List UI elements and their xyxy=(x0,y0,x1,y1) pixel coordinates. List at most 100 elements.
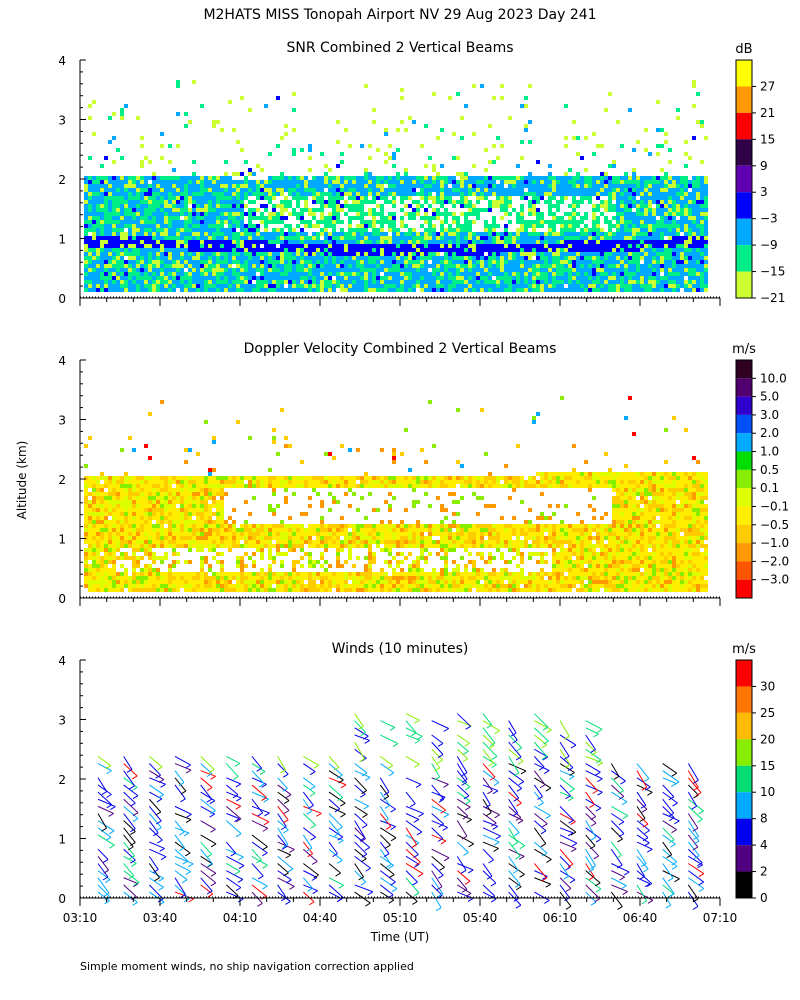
snr-cell xyxy=(380,216,384,220)
snr-cell xyxy=(464,224,468,228)
snr-cell xyxy=(436,212,440,216)
snr-cell xyxy=(168,236,172,240)
snr-cell xyxy=(228,100,232,104)
snr-cell xyxy=(652,240,656,244)
snr-cell xyxy=(272,240,276,244)
snr-cell xyxy=(180,188,184,192)
snr-cell xyxy=(232,256,236,260)
snr-cell xyxy=(648,280,652,284)
snr-cell xyxy=(84,180,88,184)
snr-cell xyxy=(104,256,108,260)
snr-cell xyxy=(164,228,168,232)
snr-cell xyxy=(704,268,708,272)
snr-cell xyxy=(200,224,204,228)
snr-cell xyxy=(232,200,236,204)
snr-cell xyxy=(268,284,272,288)
snr-cell xyxy=(168,196,172,200)
snr-cell xyxy=(240,284,244,288)
snr-cell xyxy=(168,244,172,248)
snr-cell xyxy=(144,216,148,220)
snr-cell xyxy=(304,240,308,244)
snr-cell xyxy=(684,240,688,244)
doppler-cell xyxy=(84,492,88,496)
snr-cell xyxy=(112,180,116,184)
snr-cell xyxy=(448,96,452,100)
doppler-cell xyxy=(108,492,112,496)
snr-cell xyxy=(632,192,636,196)
snr-cell xyxy=(480,248,484,252)
snr-cell xyxy=(108,212,112,216)
snr-cell xyxy=(392,204,396,208)
snr-cell xyxy=(560,184,564,188)
snr-cell xyxy=(604,200,608,204)
snr-cell xyxy=(120,196,124,200)
snr-cell xyxy=(248,180,252,184)
snr-cell xyxy=(492,180,496,184)
snr-cell xyxy=(96,208,100,212)
snr-cell xyxy=(240,212,244,216)
snr-cell xyxy=(196,204,200,208)
snr-cell xyxy=(648,272,652,276)
snr-cell xyxy=(592,244,596,248)
snr-cell xyxy=(280,212,284,216)
snr-cell xyxy=(548,204,552,208)
snr-cell xyxy=(648,188,652,192)
snr-cell xyxy=(296,264,300,268)
snr-cell xyxy=(404,288,408,292)
snr-cell xyxy=(152,276,156,280)
snr-cell xyxy=(496,204,500,208)
snr-cell xyxy=(392,248,396,252)
snr-cell xyxy=(688,256,692,260)
doppler-cell xyxy=(152,576,156,580)
snr-cell xyxy=(544,248,548,252)
snr-cell xyxy=(420,272,424,276)
doppler-cell xyxy=(144,568,148,572)
snr-cell xyxy=(84,268,88,272)
snr-cell xyxy=(340,236,344,240)
snr-cell xyxy=(212,272,216,276)
snr-cell xyxy=(548,200,552,204)
snr-cell xyxy=(660,212,664,216)
snr-cell xyxy=(508,264,512,268)
doppler-cell xyxy=(116,488,120,492)
snr-cell xyxy=(164,244,168,248)
snr-cell xyxy=(608,196,612,200)
snr-cell xyxy=(112,268,116,272)
snr-cell xyxy=(684,188,688,192)
snr-cell xyxy=(644,180,648,184)
snr-cell xyxy=(152,252,156,256)
doppler-cell xyxy=(116,576,120,580)
snr-cell xyxy=(680,260,684,264)
snr-cell xyxy=(252,260,256,264)
snr-cell xyxy=(132,264,136,268)
snr-cell xyxy=(264,248,268,252)
doppler-cell xyxy=(156,524,160,528)
snr-cell xyxy=(312,244,316,248)
snr-cell xyxy=(548,240,552,244)
doppler-cell xyxy=(84,444,88,448)
snr-cell xyxy=(624,224,628,228)
snr-cell xyxy=(644,248,648,252)
snr-cell xyxy=(696,204,700,208)
snr-cell xyxy=(268,232,272,236)
snr-cell xyxy=(300,184,304,188)
doppler-cell xyxy=(100,496,104,500)
snr-cell xyxy=(536,272,540,276)
snr-cell xyxy=(576,204,580,208)
snr-cell xyxy=(640,236,644,240)
figure-title: M2HATS MISS Tonopah Airport NV 29 Aug 20… xyxy=(203,7,596,23)
snr-cell xyxy=(640,256,644,260)
snr-cell xyxy=(236,212,240,216)
snr-cell xyxy=(428,280,432,284)
snr-cell xyxy=(236,264,240,268)
snr-cell xyxy=(688,232,692,236)
snr-cell xyxy=(156,256,160,260)
snr-cell xyxy=(472,260,476,264)
snr-cell xyxy=(360,180,364,184)
snr-cell xyxy=(700,208,704,212)
snr-cell xyxy=(200,180,204,184)
snr-cell xyxy=(556,176,560,180)
snr-cell xyxy=(268,196,272,200)
snr-cell xyxy=(120,212,124,216)
snr-cell xyxy=(216,192,220,196)
